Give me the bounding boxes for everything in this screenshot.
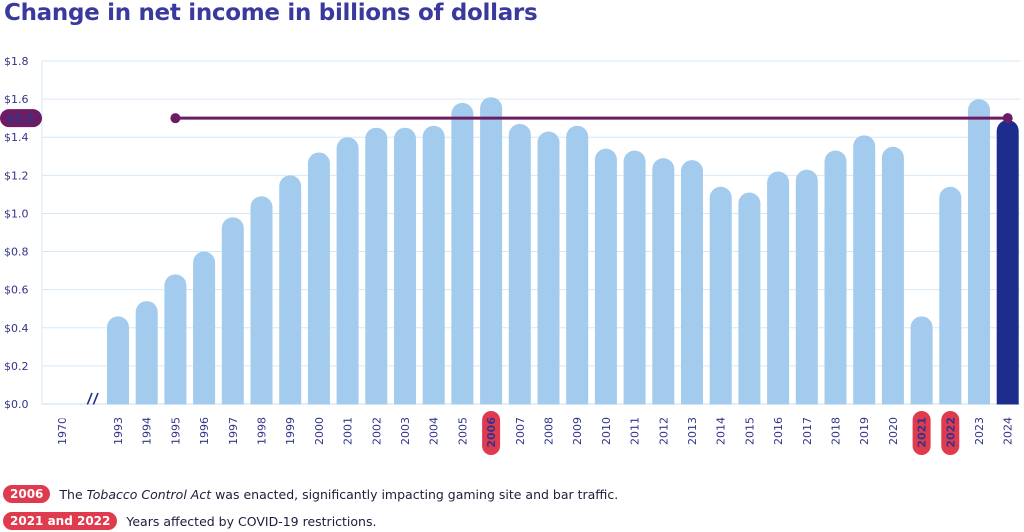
- x-tick-label: 2024: [1002, 417, 1015, 445]
- bar: [135, 301, 158, 415]
- x-tick-label: 2017: [801, 417, 814, 445]
- bar: [738, 192, 761, 415]
- x-tick-label: 2021: [916, 417, 929, 448]
- reference-line-start-dot: [170, 113, 181, 124]
- x-tick-label: 2002: [370, 417, 383, 445]
- note-text-2006: The Tobacco Control Act was enacted, sig…: [59, 486, 619, 502]
- x-tick-label: 2004: [428, 417, 441, 445]
- year-badge: [941, 411, 960, 455]
- bar: [795, 169, 818, 415]
- x-tick-label: 2015: [743, 417, 756, 445]
- x-tick-label: 1995: [169, 417, 182, 445]
- y-tick-label: $1.6: [4, 93, 29, 106]
- bar: [767, 171, 790, 415]
- bar: [537, 131, 560, 415]
- x-tick-label: 1993: [112, 417, 125, 445]
- y-tick-label: $0.8: [4, 246, 29, 259]
- x-tick-label: 1970: [56, 417, 69, 445]
- x-tick-label: 2012: [657, 417, 670, 445]
- x-tick-label: 2018: [830, 417, 843, 445]
- bar: [824, 150, 847, 416]
- note-2006: 2006 The Tobacco Control Act was enacted…: [3, 485, 618, 503]
- baseline-mask: [43, 404, 1021, 419]
- chart-title: Change in net income in billions of doll…: [4, 0, 538, 26]
- bar: [881, 146, 904, 415]
- y-tick-label: $1.4: [4, 131, 29, 144]
- note-badge-covid: 2021 and 2022: [3, 512, 118, 530]
- y-tick-label: $1.8: [4, 55, 29, 68]
- x-tick-label: 1998: [256, 417, 269, 445]
- bar: [968, 99, 990, 415]
- bar: [594, 148, 617, 415]
- bar: [250, 196, 273, 415]
- bar: [566, 125, 589, 416]
- bar: [451, 102, 474, 415]
- bar: [996, 120, 1019, 416]
- bar: [422, 125, 445, 416]
- x-tick-label: 2006: [485, 417, 498, 448]
- x-tick-label: 2022: [944, 417, 957, 448]
- bar: [939, 186, 962, 415]
- x-tick-label: 2023: [973, 417, 986, 445]
- x-tick-label: 1996: [198, 417, 211, 445]
- note-covid: 2021 and 2022 Years affected by COVID-19…: [3, 512, 376, 530]
- year-badge: [482, 411, 501, 455]
- bar: [480, 97, 503, 415]
- year-badge: [912, 411, 931, 455]
- y-tick-label: $0.4: [4, 322, 29, 335]
- x-tick-label: 2001: [342, 417, 355, 445]
- y-tick-label: $0.2: [4, 360, 29, 373]
- reference-label-pill: [0, 109, 42, 128]
- x-tick-label: 2020: [887, 417, 900, 445]
- x-tick-label: 2003: [399, 417, 412, 445]
- bar: [365, 127, 388, 415]
- bar: [623, 150, 646, 416]
- bar: [107, 316, 129, 415]
- bar: [853, 135, 876, 416]
- x-tick-label: 2016: [772, 417, 785, 445]
- bar: [910, 316, 933, 415]
- bar: [652, 158, 675, 415]
- reference-label: $1.5: [7, 112, 34, 125]
- y-tick-label: $1.0: [4, 207, 29, 220]
- x-tick-label: 2013: [686, 417, 699, 445]
- x-tick-label: 2008: [543, 417, 556, 445]
- bar: [193, 251, 216, 415]
- x-tick-label: 2000: [313, 417, 326, 445]
- bar: [508, 123, 531, 415]
- x-tick-label: 2010: [600, 417, 613, 445]
- y-tick-label: $0.6: [4, 284, 29, 297]
- note-text-covid: Years affected by COVID-19 restrictions.: [126, 513, 377, 529]
- x-tick-label: 2009: [571, 417, 584, 445]
- y-tick-label: $1.2: [4, 169, 29, 182]
- x-tick-label: 2005: [456, 417, 469, 445]
- x-tick-label: 2007: [514, 417, 527, 445]
- bar: [279, 175, 302, 415]
- y-tick-label: $0.0: [4, 398, 29, 411]
- x-tick-label: 1994: [141, 417, 154, 445]
- bar: [164, 274, 187, 415]
- x-tick-label: 2011: [629, 417, 642, 445]
- bar: [307, 152, 330, 415]
- bar: [709, 186, 732, 415]
- reference-line-end-dot: [1002, 113, 1013, 124]
- x-tick-label: 1997: [227, 417, 240, 445]
- bar: [681, 160, 703, 415]
- bar: [336, 137, 359, 415]
- bar: [221, 217, 244, 415]
- x-tick-label: 2019: [858, 417, 871, 445]
- bar-chart: $0.0 $0.2 $0.4 $0.6 $0.8 $1.0 $1.2 $1.4 $1.6 $1.8…: [0, 55, 1021, 455]
- x-tick-label: 1999: [284, 417, 297, 445]
- bar: [394, 127, 416, 415]
- note-badge-2006: 2006: [3, 485, 51, 503]
- x-tick-label: 2014: [715, 417, 728, 445]
